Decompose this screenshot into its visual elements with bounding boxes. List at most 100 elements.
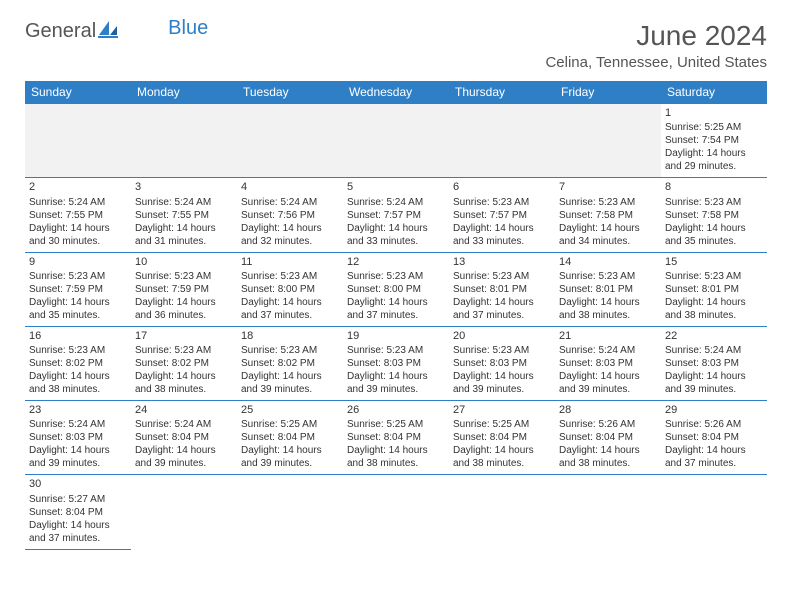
- calendar-cell: 16Sunrise: 5:23 AMSunset: 8:02 PMDayligh…: [25, 326, 131, 400]
- sunset-line: Sunset: 7:56 PM: [241, 209, 339, 222]
- calendar-cell: [343, 104, 449, 178]
- daylight-line: Daylight: 14 hours and 34 minutes.: [559, 222, 657, 248]
- day-number: 19: [347, 329, 445, 343]
- calendar-cell: [237, 104, 343, 178]
- sunset-line: Sunset: 7:57 PM: [347, 209, 445, 222]
- calendar-cell: 20Sunrise: 5:23 AMSunset: 8:03 PMDayligh…: [449, 326, 555, 400]
- calendar-cell: [131, 104, 237, 178]
- calendar-row: 1Sunrise: 5:25 AMSunset: 7:54 PMDaylight…: [25, 104, 767, 178]
- calendar-cell: 15Sunrise: 5:23 AMSunset: 8:01 PMDayligh…: [661, 252, 767, 326]
- day-number: 24: [135, 403, 233, 417]
- calendar-cell: 22Sunrise: 5:24 AMSunset: 8:03 PMDayligh…: [661, 326, 767, 400]
- day-number: 25: [241, 403, 339, 417]
- day-number: 2: [29, 180, 127, 194]
- day-number: 10: [135, 255, 233, 269]
- sunrise-line: Sunrise: 5:26 AM: [559, 418, 657, 431]
- daylight-line: Daylight: 14 hours and 39 minutes.: [665, 370, 763, 396]
- calendar-cell: 25Sunrise: 5:25 AMSunset: 8:04 PMDayligh…: [237, 401, 343, 475]
- calendar-cell: 30Sunrise: 5:27 AMSunset: 8:04 PMDayligh…: [25, 475, 131, 549]
- sunrise-line: Sunrise: 5:23 AM: [559, 196, 657, 209]
- sunrise-line: Sunrise: 5:23 AM: [29, 270, 127, 283]
- sunrise-line: Sunrise: 5:24 AM: [29, 418, 127, 431]
- day-number: 22: [665, 329, 763, 343]
- daylight-line: Daylight: 14 hours and 38 minutes.: [135, 370, 233, 396]
- daylight-line: Daylight: 14 hours and 35 minutes.: [665, 222, 763, 248]
- sunset-line: Sunset: 8:02 PM: [241, 357, 339, 370]
- calendar-cell: [237, 475, 343, 549]
- logo: General Blue: [25, 20, 208, 43]
- sunset-line: Sunset: 8:00 PM: [347, 283, 445, 296]
- sunrise-line: Sunrise: 5:24 AM: [135, 418, 233, 431]
- calendar-cell: [25, 104, 131, 178]
- sunset-line: Sunset: 8:04 PM: [241, 431, 339, 444]
- day-number: 16: [29, 329, 127, 343]
- sunrise-line: Sunrise: 5:24 AM: [241, 196, 339, 209]
- sunrise-line: Sunrise: 5:23 AM: [135, 344, 233, 357]
- sunrise-line: Sunrise: 5:23 AM: [453, 270, 551, 283]
- calendar-cell: 10Sunrise: 5:23 AMSunset: 7:59 PMDayligh…: [131, 252, 237, 326]
- sunrise-line: Sunrise: 5:23 AM: [29, 344, 127, 357]
- sunset-line: Sunset: 7:54 PM: [665, 134, 763, 147]
- calendar-row: 30Sunrise: 5:27 AMSunset: 8:04 PMDayligh…: [25, 475, 767, 549]
- day-number: 7: [559, 180, 657, 194]
- calendar-cell: 9Sunrise: 5:23 AMSunset: 7:59 PMDaylight…: [25, 252, 131, 326]
- daylight-line: Daylight: 14 hours and 37 minutes.: [665, 444, 763, 470]
- sunset-line: Sunset: 8:04 PM: [559, 431, 657, 444]
- sunset-line: Sunset: 8:03 PM: [29, 431, 127, 444]
- day-number: 1: [665, 106, 763, 120]
- calendar-cell: 6Sunrise: 5:23 AMSunset: 7:57 PMDaylight…: [449, 178, 555, 252]
- sunset-line: Sunset: 8:03 PM: [559, 357, 657, 370]
- calendar-cell: 4Sunrise: 5:24 AMSunset: 7:56 PMDaylight…: [237, 178, 343, 252]
- calendar-cell: 26Sunrise: 5:25 AMSunset: 8:04 PMDayligh…: [343, 401, 449, 475]
- daylight-line: Daylight: 14 hours and 38 minutes.: [559, 296, 657, 322]
- daylight-line: Daylight: 14 hours and 33 minutes.: [347, 222, 445, 248]
- calendar-cell: 14Sunrise: 5:23 AMSunset: 8:01 PMDayligh…: [555, 252, 661, 326]
- calendar-cell: [661, 475, 767, 549]
- header: General Blue June 2024 Celina, Tennessee…: [25, 20, 767, 71]
- title-block: June 2024 Celina, Tennessee, United Stat…: [545, 20, 767, 71]
- sunset-line: Sunset: 7:59 PM: [135, 283, 233, 296]
- daylight-line: Daylight: 14 hours and 30 minutes.: [29, 222, 127, 248]
- calendar-table: Sunday Monday Tuesday Wednesday Thursday…: [25, 81, 767, 550]
- sunset-line: Sunset: 8:04 PM: [665, 431, 763, 444]
- sunrise-line: Sunrise: 5:27 AM: [29, 493, 127, 506]
- calendar-row: 16Sunrise: 5:23 AMSunset: 8:02 PMDayligh…: [25, 326, 767, 400]
- sunrise-line: Sunrise: 5:24 AM: [665, 344, 763, 357]
- daylight-line: Daylight: 14 hours and 37 minutes.: [241, 296, 339, 322]
- day-number: 28: [559, 403, 657, 417]
- day-number: 15: [665, 255, 763, 269]
- calendar-cell: 24Sunrise: 5:24 AMSunset: 8:04 PMDayligh…: [131, 401, 237, 475]
- sunrise-line: Sunrise: 5:25 AM: [665, 121, 763, 134]
- day-number: 21: [559, 329, 657, 343]
- calendar-cell: 11Sunrise: 5:23 AMSunset: 8:00 PMDayligh…: [237, 252, 343, 326]
- calendar-cell: 13Sunrise: 5:23 AMSunset: 8:01 PMDayligh…: [449, 252, 555, 326]
- sunset-line: Sunset: 8:01 PM: [665, 283, 763, 296]
- calendar-cell: 28Sunrise: 5:26 AMSunset: 8:04 PMDayligh…: [555, 401, 661, 475]
- sunset-line: Sunset: 8:00 PM: [241, 283, 339, 296]
- daylight-line: Daylight: 14 hours and 39 minutes.: [559, 370, 657, 396]
- daylight-line: Daylight: 14 hours and 39 minutes.: [241, 370, 339, 396]
- sunrise-line: Sunrise: 5:23 AM: [241, 270, 339, 283]
- sunrise-line: Sunrise: 5:23 AM: [453, 196, 551, 209]
- weekday-header: Tuesday: [237, 81, 343, 104]
- calendar-cell: 8Sunrise: 5:23 AMSunset: 7:58 PMDaylight…: [661, 178, 767, 252]
- logo-text-general: General: [25, 20, 96, 43]
- daylight-line: Daylight: 14 hours and 36 minutes.: [135, 296, 233, 322]
- calendar-cell: 27Sunrise: 5:25 AMSunset: 8:04 PMDayligh…: [449, 401, 555, 475]
- calendar-cell: 2Sunrise: 5:24 AMSunset: 7:55 PMDaylight…: [25, 178, 131, 252]
- sunrise-line: Sunrise: 5:23 AM: [665, 270, 763, 283]
- sunset-line: Sunset: 8:04 PM: [347, 431, 445, 444]
- daylight-line: Daylight: 14 hours and 38 minutes.: [559, 444, 657, 470]
- sunrise-line: Sunrise: 5:23 AM: [135, 270, 233, 283]
- sunset-line: Sunset: 8:02 PM: [29, 357, 127, 370]
- sunrise-line: Sunrise: 5:25 AM: [347, 418, 445, 431]
- calendar-cell: [449, 475, 555, 549]
- calendar-row: 9Sunrise: 5:23 AMSunset: 7:59 PMDaylight…: [25, 252, 767, 326]
- sail-icon: [98, 20, 120, 43]
- sunrise-line: Sunrise: 5:23 AM: [241, 344, 339, 357]
- calendar-cell: 12Sunrise: 5:23 AMSunset: 8:00 PMDayligh…: [343, 252, 449, 326]
- sunrise-line: Sunrise: 5:23 AM: [453, 344, 551, 357]
- daylight-line: Daylight: 14 hours and 37 minutes.: [29, 519, 127, 545]
- daylight-line: Daylight: 14 hours and 31 minutes.: [135, 222, 233, 248]
- sunset-line: Sunset: 8:04 PM: [135, 431, 233, 444]
